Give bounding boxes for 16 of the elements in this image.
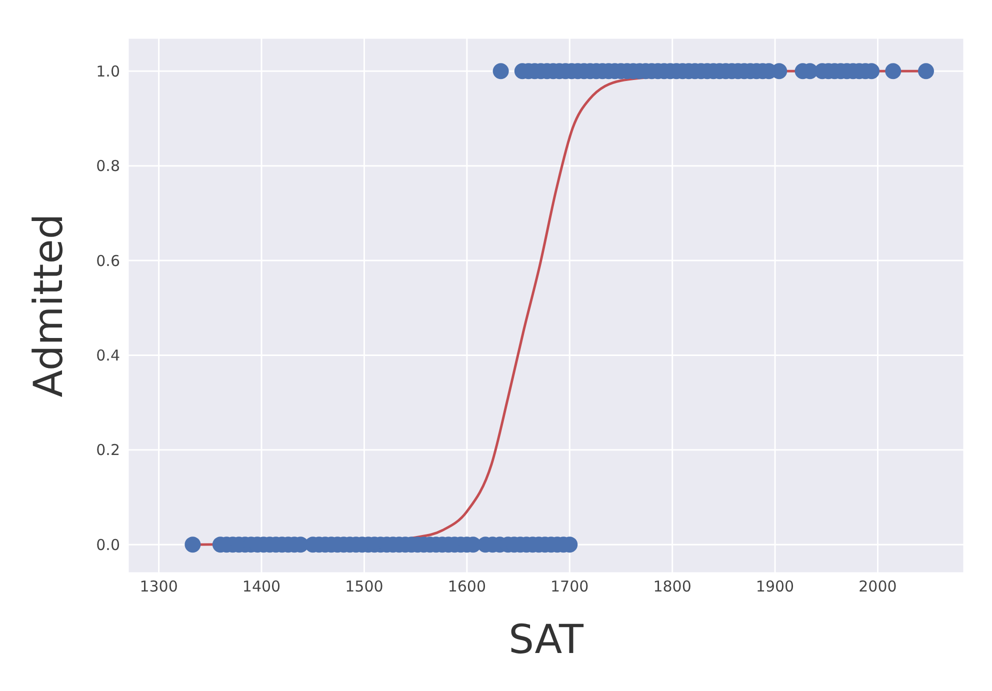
x-tick-label: 1900 bbox=[756, 578, 794, 596]
y-tick-label: 0.6 bbox=[96, 252, 120, 270]
x-tick-label: 1600 bbox=[448, 578, 486, 596]
x-tick-label: 1300 bbox=[140, 578, 178, 596]
x-axis-title: SAT bbox=[508, 617, 584, 663]
y-tick-label: 0.2 bbox=[96, 441, 120, 460]
x-tick-label: 2000 bbox=[858, 578, 897, 596]
y-axis-title: Admitted bbox=[26, 214, 72, 398]
x-tick-label: 1800 bbox=[653, 578, 692, 596]
y-tick-label: 0.0 bbox=[96, 536, 120, 554]
y-tick-label: 0.8 bbox=[96, 157, 120, 176]
y-tick-label: 0.4 bbox=[96, 346, 120, 365]
y-tick-label: 1.0 bbox=[96, 62, 120, 80]
x-tick-label: 1500 bbox=[345, 578, 384, 596]
x-tick-label: 1700 bbox=[550, 578, 589, 596]
x-tick-label: 1400 bbox=[242, 578, 281, 596]
